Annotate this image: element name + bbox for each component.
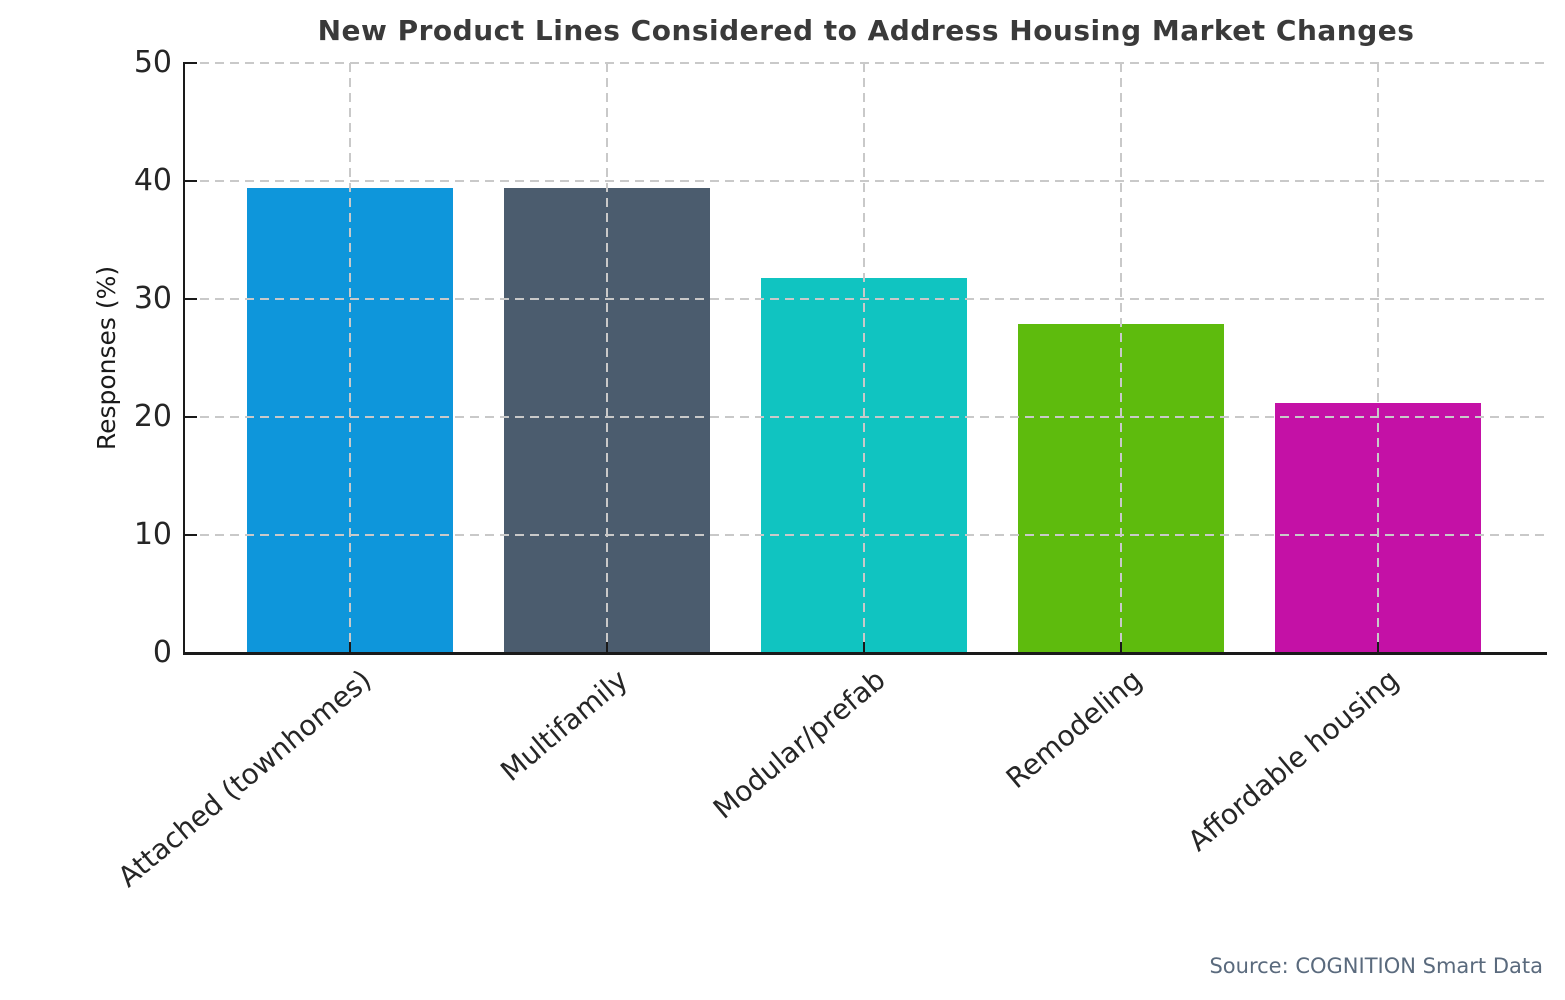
y-tick-label-0: 0 (152, 635, 172, 670)
y-gridline-30 (185, 298, 1547, 300)
x-tick-label-multifamily: Multifamily (494, 663, 635, 788)
chart-title: New Product Lines Considered to Address … (317, 14, 1415, 47)
x-gridline-remodeling (1120, 63, 1122, 653)
y-tick-label-40: 40 (133, 163, 172, 198)
y-gridline-50 (185, 62, 1547, 64)
y-tick-label-50: 50 (133, 45, 172, 80)
y-tick-mark-20 (185, 416, 197, 418)
x-tick-label-attached-townhomes: Attached (townhomes) (111, 663, 378, 894)
y-gridline-20 (185, 416, 1547, 418)
y-gridline-40 (185, 180, 1547, 182)
y-tick-mark-30 (185, 298, 197, 300)
x-gridline-attached-townhomes (349, 63, 351, 653)
x-tick-label-remodeling: Remodeling (999, 663, 1149, 795)
x-gridline-affordable-housing (1377, 63, 1379, 653)
y-gridline-10 (185, 534, 1547, 536)
x-gridline-modular-prefab (863, 63, 865, 653)
y-tick-label-30: 30 (133, 281, 172, 316)
y-tick-label-10: 10 (133, 517, 172, 552)
x-tick-mark-multifamily (606, 642, 608, 652)
plot-area (185, 62, 1547, 653)
y-tick-mark-50 (185, 62, 197, 64)
y-axis-spine (183, 62, 185, 655)
source-note: Source: COGNITION Smart Data (1209, 954, 1543, 978)
y-tick-mark-0 (185, 652, 197, 654)
x-tick-label-affordable-housing: Affordable housing (1181, 663, 1406, 858)
x-tick-mark-attached-townhomes (349, 642, 351, 652)
x-gridline-multifamily (606, 63, 608, 653)
x-tick-mark-remodeling (1120, 642, 1122, 652)
y-tick-mark-40 (185, 180, 197, 182)
y-tick-label-20: 20 (133, 399, 172, 434)
x-tick-label-modular-prefab: Modular/prefab (706, 663, 892, 826)
x-tick-mark-modular-prefab (863, 642, 865, 652)
x-tick-mark-affordable-housing (1377, 642, 1379, 652)
y-tick-mark-10 (185, 534, 197, 536)
x-axis-spine (183, 652, 1547, 655)
